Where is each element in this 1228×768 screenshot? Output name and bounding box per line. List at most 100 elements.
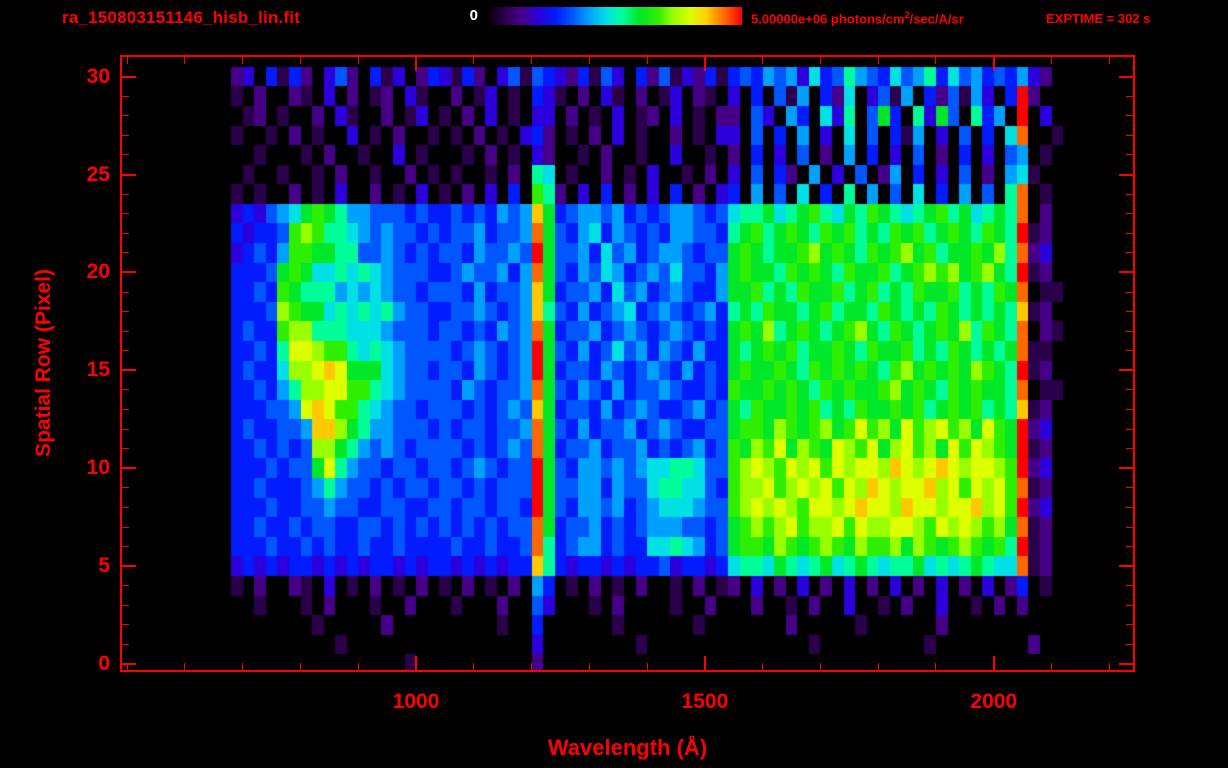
axis-tick (122, 369, 136, 372)
axis-tick (122, 193, 129, 195)
heatmap-canvas (122, 57, 1133, 670)
axis-tick (122, 154, 129, 156)
axis-tick (122, 75, 136, 78)
axis-tick (1126, 134, 1133, 136)
axis-tick (646, 57, 648, 64)
axis-tick (877, 663, 879, 670)
axis-tick (122, 115, 129, 117)
axis-tick (122, 546, 129, 548)
axis-tick (1126, 232, 1133, 234)
axis-tick (122, 232, 129, 234)
axis-tick (935, 57, 937, 64)
axis-tick (1119, 565, 1133, 568)
x-tick-label: 2000 (970, 690, 1018, 713)
axis-tick (122, 467, 136, 470)
axis-tick (1126, 193, 1133, 195)
axis-tick (122, 663, 136, 666)
y-tick-label: 15 (86, 358, 110, 382)
axis-tick (1119, 369, 1133, 372)
axis-tick (1126, 487, 1133, 489)
axis-tick (1126, 350, 1133, 352)
colorbar-gradient (487, 7, 742, 25)
axis-tick (1126, 448, 1133, 450)
axis-tick (122, 213, 129, 215)
axis-tick (1126, 604, 1133, 606)
axis-tick (1119, 663, 1133, 666)
axis-tick (1126, 526, 1133, 528)
y-tick-label: 20 (86, 260, 110, 284)
plot-frame (120, 55, 1135, 672)
axis-tick (122, 389, 129, 391)
axis-tick (126, 663, 128, 670)
axis-tick (300, 663, 301, 670)
axis-tick (1126, 154, 1133, 156)
axis-tick (1126, 506, 1133, 508)
axis-tick (992, 57, 995, 71)
axis-tick (819, 57, 821, 64)
axis-tick (992, 656, 995, 670)
axis-tick (1119, 75, 1133, 78)
axis-tick (122, 350, 129, 352)
axis-tick (588, 57, 590, 64)
axis-tick (242, 57, 244, 64)
axis-tick (122, 95, 129, 97)
axis-tick (1119, 467, 1133, 470)
axis-tick (1051, 663, 1053, 670)
axis-tick (122, 644, 129, 646)
colorbar-min-label: 0 (469, 7, 478, 24)
axis-tick (646, 663, 648, 670)
colorbar-max-label: 5.00000e+06 photons/cm2/sec/A/sr (751, 10, 964, 26)
axis-tick (473, 663, 475, 670)
axis-tick (122, 271, 136, 274)
axis-tick (126, 57, 128, 64)
axis-tick (703, 57, 706, 71)
axis-tick (1119, 173, 1133, 176)
axis-tick (531, 663, 533, 670)
axis-tick (415, 656, 418, 670)
axis-tick (122, 173, 136, 176)
x-tick-label: 1500 (681, 690, 729, 713)
axis-tick (122, 565, 136, 568)
axis-tick (762, 663, 764, 670)
axis-tick (1126, 213, 1133, 215)
axis-tick (1126, 311, 1133, 313)
axis-tick (531, 57, 533, 64)
axis-tick (762, 57, 764, 64)
axis-tick (1051, 57, 1053, 64)
axis-tick (122, 506, 129, 508)
exptime-label: EXPTIME = 302 s (1046, 11, 1151, 26)
axis-tick (122, 409, 129, 411)
y-tick-label: 0 (98, 652, 110, 676)
axis-tick (1126, 389, 1133, 391)
axis-tick (122, 604, 129, 606)
axis-tick (877, 57, 879, 64)
axis-tick (357, 663, 359, 670)
axis-tick (1126, 115, 1133, 117)
axis-tick (184, 57, 186, 64)
colorbar-max-label-prefix: 5.00000e+06 photons/cm (751, 11, 905, 27)
y-tick-label: 10 (86, 456, 110, 480)
axis-tick (122, 428, 129, 430)
axis-tick (242, 663, 244, 670)
axis-tick (1126, 409, 1133, 411)
axis-tick (1108, 57, 1110, 64)
colorbar-max-label-superscript: 2 (904, 10, 910, 20)
axis-tick (122, 330, 129, 332)
axis-tick (1126, 95, 1133, 97)
axis-tick (473, 57, 475, 64)
axis-tick (122, 252, 129, 254)
axis-tick (1126, 546, 1133, 548)
axis-tick (122, 448, 129, 450)
axis-tick (300, 57, 301, 64)
axis-tick (415, 57, 418, 71)
axis-tick (1108, 663, 1110, 670)
x-tick-label: 1000 (392, 690, 440, 713)
axis-tick (1126, 330, 1133, 332)
axis-tick (1126, 252, 1133, 254)
axis-tick (1126, 585, 1133, 587)
axis-tick (703, 656, 706, 670)
axis-tick (357, 57, 359, 64)
y-tick-label: 30 (86, 64, 110, 88)
axis-tick (122, 134, 129, 136)
